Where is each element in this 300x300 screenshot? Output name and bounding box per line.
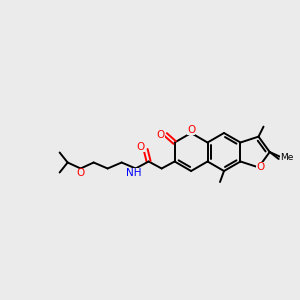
Text: Me: Me bbox=[280, 154, 293, 163]
Text: O: O bbox=[136, 142, 145, 152]
Text: O: O bbox=[76, 169, 85, 178]
Text: O: O bbox=[187, 125, 195, 135]
Text: NH: NH bbox=[126, 167, 141, 178]
Text: O: O bbox=[256, 162, 265, 172]
Text: O: O bbox=[157, 130, 165, 140]
